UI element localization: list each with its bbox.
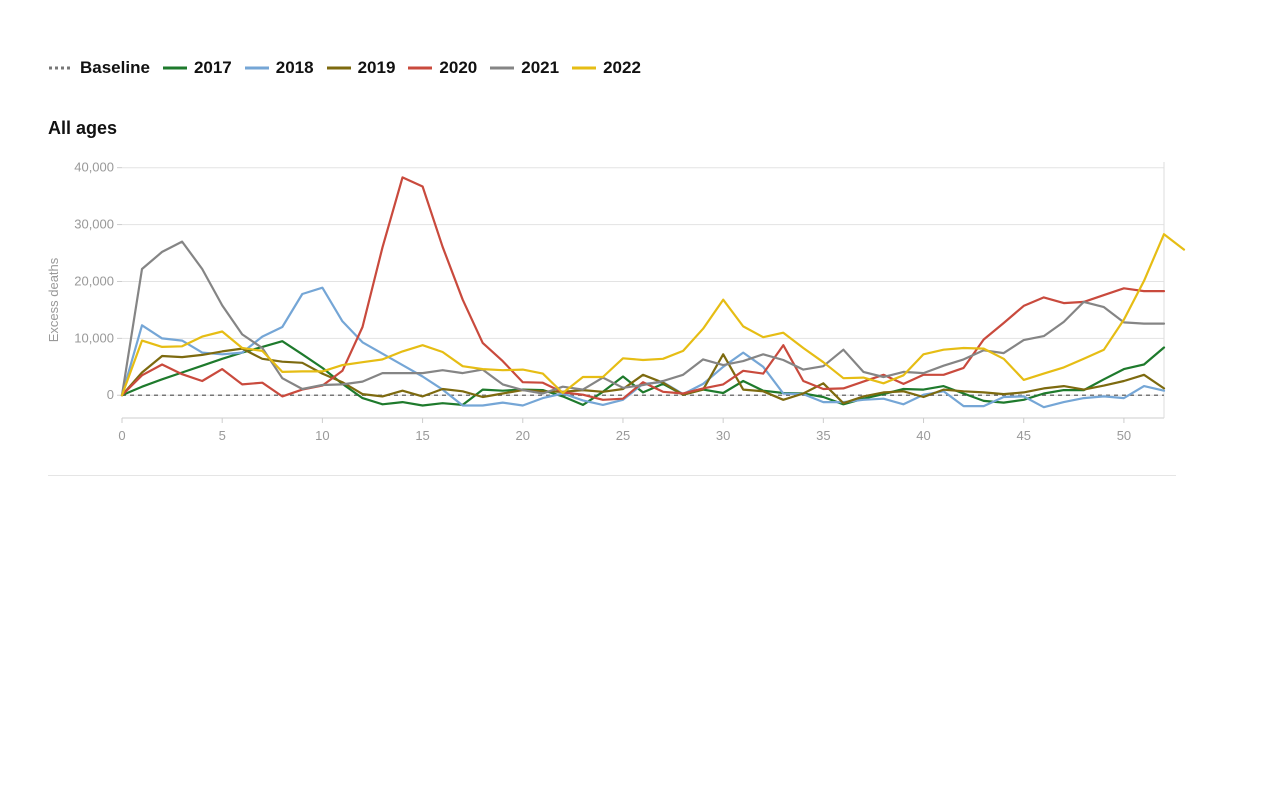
- legend-item-2020[interactable]: 2020: [407, 56, 477, 80]
- x-tick-label: 10: [315, 428, 329, 443]
- legend-swatch-2020: [408, 66, 433, 70]
- legend-label: 2022: [603, 58, 641, 77]
- legend-label: 2017: [193, 58, 232, 77]
- legend-item-2022[interactable]: 2022: [571, 56, 641, 80]
- divider: [48, 475, 1176, 476]
- x-tick-label: 30: [716, 428, 730, 443]
- y-tick-label: 10,000: [74, 330, 114, 345]
- y-tick-label: 40,000: [74, 160, 114, 175]
- legend-swatch-2021: [490, 66, 515, 70]
- x-tick-label: 40: [916, 428, 930, 443]
- legend-label: Baseline: [80, 58, 150, 77]
- legend-swatch-baseline: [49, 66, 73, 70]
- chart-title: All ages: [48, 118, 118, 138]
- legend-swatch-2017: [162, 66, 187, 70]
- y-tick-labels: 0 10,000 20,000 30,000 40,000: [74, 160, 114, 403]
- legend-swatch-2019: [326, 66, 351, 70]
- y-tick-label: 20,000: [74, 273, 114, 288]
- series-line-2022[interactable]: [120, 233, 1186, 397]
- y-tick-label: 0: [107, 387, 114, 402]
- y-tick-label: 30,000: [74, 217, 114, 232]
- x-tick-label: 45: [1016, 428, 1030, 443]
- x-tick-label: 15: [415, 428, 429, 443]
- legend-item-2018[interactable]: 2018: [244, 56, 314, 80]
- series-line-2017[interactable]: [120, 340, 1166, 407]
- x-tick-label: 0: [118, 428, 125, 443]
- x-tick-label: 25: [616, 428, 630, 443]
- series-layer: [120, 176, 1186, 409]
- series-line-2019[interactable]: [120, 347, 1166, 405]
- x-tick-label: 20: [516, 428, 530, 443]
- legend-label: 2018: [275, 58, 314, 77]
- legend-swatch-2018: [244, 66, 269, 70]
- series-line-2020[interactable]: [120, 176, 1166, 401]
- legend-label: 2020: [439, 58, 478, 77]
- legend-item-2021[interactable]: 2021: [489, 56, 559, 80]
- legend-label: 2021: [521, 58, 560, 77]
- legend-swatch-2022: [572, 66, 597, 70]
- legend: Baseline 2017 2018 2019 2020 2021 2022: [48, 56, 653, 80]
- series-line-2018[interactable]: [120, 286, 1166, 409]
- legend-item-2017[interactable]: 2017: [162, 56, 232, 80]
- x-tick-label: 35: [816, 428, 830, 443]
- x-tick-labels: 0 5 10 15 20 25 30 35 40 45 50: [118, 418, 1131, 443]
- gridlines: [117, 167, 1164, 396]
- x-tick-label: 50: [1117, 428, 1131, 443]
- legend-item-baseline[interactable]: Baseline: [48, 56, 150, 80]
- excess-deaths-chart: Excess deaths 010,00020,00030,00040,000 …: [46, 160, 1186, 443]
- x-tick-label: 5: [219, 428, 226, 443]
- legend-label: 2019: [357, 58, 396, 77]
- legend-item-2019[interactable]: 2019: [326, 56, 396, 80]
- y-axis-title: Excess deaths: [46, 257, 61, 342]
